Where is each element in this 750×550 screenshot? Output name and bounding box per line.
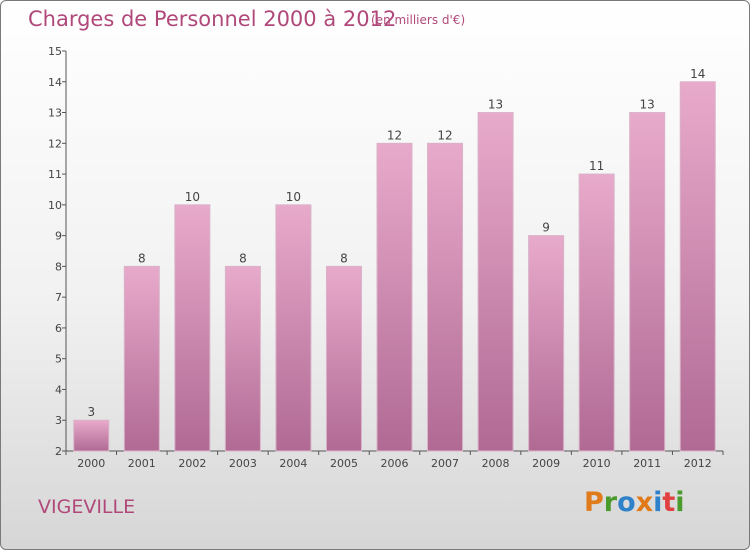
bar-2006 [376,142,413,452]
logo-letter: i [675,487,685,518]
bar-2003 [224,265,261,452]
y-tick-label: 12 [48,137,62,150]
logo-letter: i [653,487,663,518]
bar-2007 [427,142,464,452]
bar-2011 [629,112,666,452]
data-label-2003: 8 [239,251,247,265]
x-tick-label-2012: 2012 [684,457,712,470]
x-tick-label-2001: 2001 [128,457,156,470]
bar-2000 [73,419,110,452]
data-label-2004: 10 [286,190,301,204]
y-tick-label: 10 [48,199,62,212]
data-label-2011: 13 [640,98,655,112]
data-label-2006: 12 [387,128,402,142]
bar-2010 [578,173,615,452]
bar-2012 [679,81,716,452]
data-label-2007: 12 [437,128,452,142]
x-tick-label-2003: 2003 [229,457,257,470]
y-tick-label: 11 [48,168,62,181]
y-tick-label: 2 [55,445,62,458]
data-label-2001: 8 [138,251,146,265]
logo-letter: t [662,487,676,518]
y-tick-label: 8 [55,260,62,273]
bar-2002 [174,204,211,452]
proxiti-logo[interactable]: Proxiti [584,487,685,518]
logo-letter: x [635,487,654,518]
x-tick-label-2004: 2004 [279,457,307,470]
data-label-2008: 13 [488,98,503,112]
bar-2009 [528,235,565,452]
x-tick-label-2010: 2010 [583,457,611,470]
data-label-2009: 9 [542,221,550,235]
data-label-2002: 10 [185,190,200,204]
x-tick-label-2007: 2007 [431,457,459,470]
data-label-2000: 3 [87,405,95,419]
x-tick-label-2011: 2011 [633,457,661,470]
x-tick-label-2002: 2002 [178,457,206,470]
bar-2005 [325,265,362,452]
bar-2001 [123,265,160,452]
chart-title: Charges de Personnel 2000 à 2012 [28,7,397,31]
y-tick-label: 3 [55,414,62,427]
x-tick-label-2000: 2000 [77,457,105,470]
chart-subtitle: (en milliers d'€) [371,13,466,27]
x-tick-label-2009: 2009 [532,457,560,470]
data-label-2010: 11 [589,159,604,173]
logo-letter: r [603,487,618,518]
bar-2008 [477,112,514,452]
y-tick-label: 6 [55,322,62,335]
logo-letter: o [617,487,636,518]
x-tick-label-2006: 2006 [381,457,409,470]
data-label-2005: 8 [340,251,348,265]
y-tick-label: 7 [55,291,62,304]
y-tick-label: 4 [55,383,62,396]
y-tick-label: 5 [55,353,62,366]
y-tick-label: 14 [48,76,62,89]
x-tick-label-2005: 2005 [330,457,358,470]
data-label-2012: 14 [690,67,705,81]
x-tick-label-2008: 2008 [482,457,510,470]
bar-2004 [275,204,312,452]
y-tick-label: 15 [48,45,62,58]
y-tick-label: 9 [55,230,62,243]
place-name: VIGEVILLE [38,496,136,518]
y-tick-label: 13 [48,107,62,120]
logo-letter: P [584,487,604,518]
